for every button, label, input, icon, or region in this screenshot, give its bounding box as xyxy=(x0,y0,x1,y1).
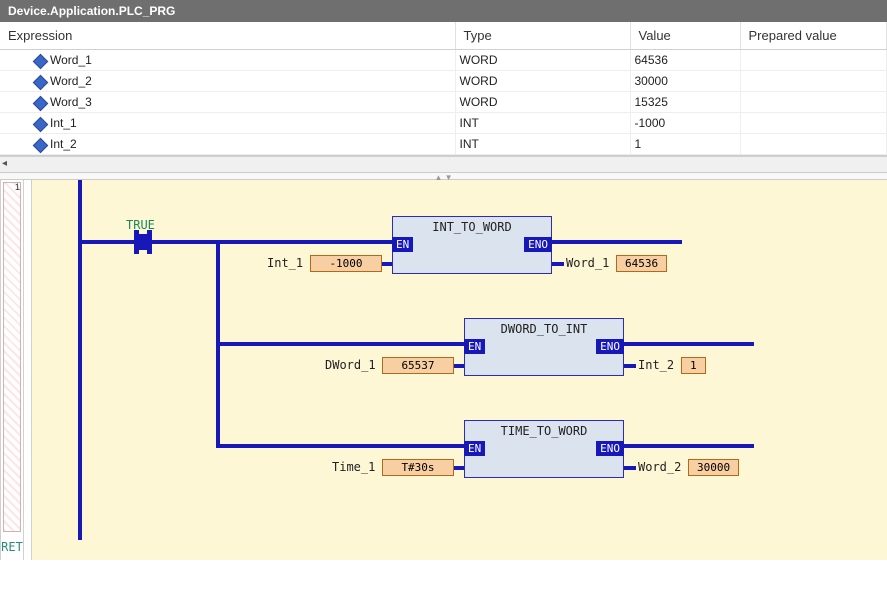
var-type: WORD xyxy=(455,92,630,113)
var-name: Int_1 xyxy=(50,116,77,130)
output-label: Word_1 xyxy=(566,256,609,270)
var-type: WORD xyxy=(455,50,630,71)
eno-port: ENO xyxy=(596,339,624,354)
var-prepared[interactable] xyxy=(740,50,887,71)
rail-spacer xyxy=(24,180,32,560)
var-value[interactable]: -1000 xyxy=(630,113,740,134)
variable-table: Expression Type Value Prepared value Wor… xyxy=(0,22,887,156)
title-text: Device.Application.PLC_PRG xyxy=(8,4,175,18)
network-gutter: 1 RET xyxy=(0,180,24,560)
var-prepared[interactable] xyxy=(740,71,887,92)
var-name: Word_2 xyxy=(50,74,92,88)
output-value[interactable]: 1 xyxy=(681,357,706,374)
col-header-prepared[interactable]: Prepared value xyxy=(740,22,887,50)
eno-port: ENO xyxy=(524,237,552,252)
table-row[interactable]: Int_2 INT1 xyxy=(0,134,887,155)
fb-title: TIME_TO_WORD xyxy=(465,421,623,438)
var-name: Int_2 xyxy=(50,137,77,151)
var-name: Word_1 xyxy=(50,53,92,67)
pane-splitter[interactable]: ▲ ▼ xyxy=(0,172,887,180)
fb-title: INT_TO_WORD xyxy=(393,217,551,234)
table-row[interactable]: Int_1 INT-1000 xyxy=(0,113,887,134)
col-header-type[interactable]: Type xyxy=(455,22,630,50)
output-value[interactable]: 30000 xyxy=(688,459,739,476)
variable-icon xyxy=(34,76,44,86)
eno-port: ENO xyxy=(596,441,624,456)
input-value[interactable]: -1000 xyxy=(310,255,382,272)
ld-canvas[interactable]: TRUEINT_TO_WORDENENO-1000Int_1Word_16453… xyxy=(32,180,887,560)
variable-icon xyxy=(34,118,44,128)
network-marker xyxy=(3,182,21,532)
en-port: EN xyxy=(392,237,413,252)
var-value[interactable]: 15325 xyxy=(630,92,740,113)
output-label: Int_2 xyxy=(638,358,674,372)
ret-label: RET xyxy=(1,540,23,554)
table-row[interactable]: Word_2 WORD30000 xyxy=(0,71,887,92)
scroll-left-arrow[interactable]: ◂ xyxy=(2,158,7,169)
title-bar: Device.Application.PLC_PRG xyxy=(0,0,887,22)
var-type: INT xyxy=(455,113,630,134)
input-label: DWord_1 xyxy=(325,358,376,372)
variable-icon xyxy=(34,55,44,65)
variable-icon xyxy=(34,97,44,107)
network-number: 1 xyxy=(15,182,20,192)
col-header-value[interactable]: Value xyxy=(630,22,740,50)
en-port: EN xyxy=(464,339,485,354)
output-value[interactable]: 64536 xyxy=(616,255,667,272)
variable-icon xyxy=(34,139,44,149)
function-block[interactable]: TIME_TO_WORD EN ENO xyxy=(464,420,624,478)
var-name: Word_3 xyxy=(50,95,92,109)
input-label: Time_1 xyxy=(332,460,375,474)
var-prepared[interactable] xyxy=(740,134,887,155)
var-type: INT xyxy=(455,134,630,155)
var-value[interactable]: 1 xyxy=(630,134,740,155)
output-label: Word_2 xyxy=(638,460,681,474)
function-block[interactable]: INT_TO_WORD EN ENO xyxy=(392,216,552,274)
col-header-expression[interactable]: Expression xyxy=(0,22,455,50)
var-prepared[interactable] xyxy=(740,92,887,113)
var-value[interactable]: 64536 xyxy=(630,50,740,71)
table-row[interactable]: Word_1 WORD64536 xyxy=(0,50,887,71)
table-row[interactable]: Word_3 WORD15325 xyxy=(0,92,887,113)
input-value[interactable]: 65537 xyxy=(382,357,454,374)
var-type: WORD xyxy=(455,71,630,92)
fb-title: DWORD_TO_INT xyxy=(465,319,623,336)
normally-open-contact[interactable] xyxy=(134,230,152,254)
function-block[interactable]: DWORD_TO_INT EN ENO xyxy=(464,318,624,376)
en-port: EN xyxy=(464,441,485,456)
var-prepared[interactable] xyxy=(740,113,887,134)
input-value[interactable]: T#30s xyxy=(382,459,454,476)
input-label: Int_1 xyxy=(267,256,303,270)
var-value[interactable]: 30000 xyxy=(630,71,740,92)
h-scrollbar[interactable]: ◂ xyxy=(0,156,887,172)
